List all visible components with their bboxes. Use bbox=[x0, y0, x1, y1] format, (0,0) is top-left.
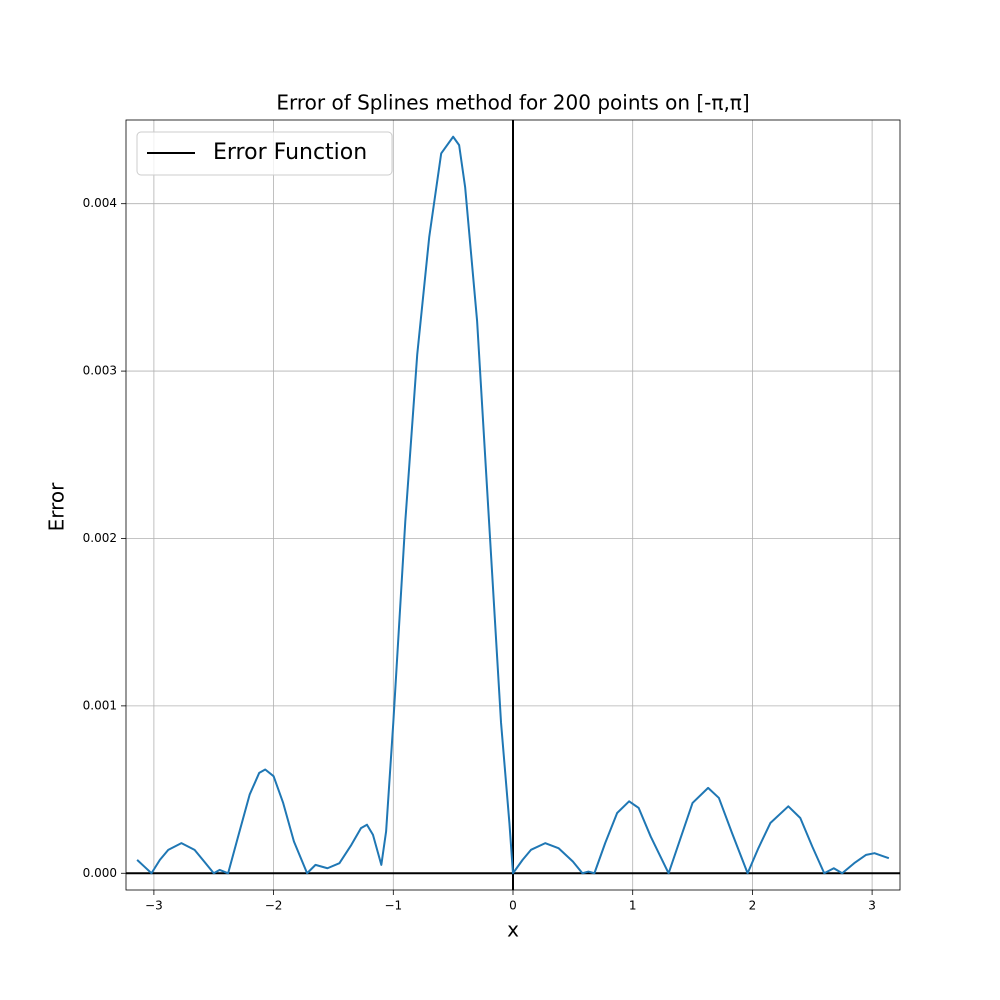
legend: Error Function bbox=[136, 131, 393, 176]
y-axis-label: Error bbox=[45, 482, 69, 532]
y-tick-label: 0.001 bbox=[83, 698, 117, 712]
y-tick-label: 0.002 bbox=[83, 531, 117, 545]
x-tick-label: 1 bbox=[629, 899, 637, 913]
x-tick-label: −1 bbox=[384, 899, 402, 913]
y-tick-label: 0.000 bbox=[83, 866, 117, 880]
plot-frame bbox=[125, 119, 901, 891]
chart-title: Error of Splines method for 200 points o… bbox=[276, 91, 749, 115]
y-tick-label: 0.003 bbox=[83, 364, 117, 378]
error-curve bbox=[136, 135, 890, 875]
y-tick-label: 0.004 bbox=[83, 196, 117, 210]
x-tick-label: −3 bbox=[145, 899, 163, 913]
x-tick-label: 0 bbox=[509, 899, 517, 913]
x-axis-label: x bbox=[507, 918, 519, 942]
x-tick-label: −2 bbox=[265, 899, 283, 913]
legend-box bbox=[136, 131, 393, 176]
legend-label: Error Function bbox=[213, 140, 367, 165]
x-tick-label: 3 bbox=[868, 899, 876, 913]
x-tick-label: 2 bbox=[749, 899, 757, 913]
